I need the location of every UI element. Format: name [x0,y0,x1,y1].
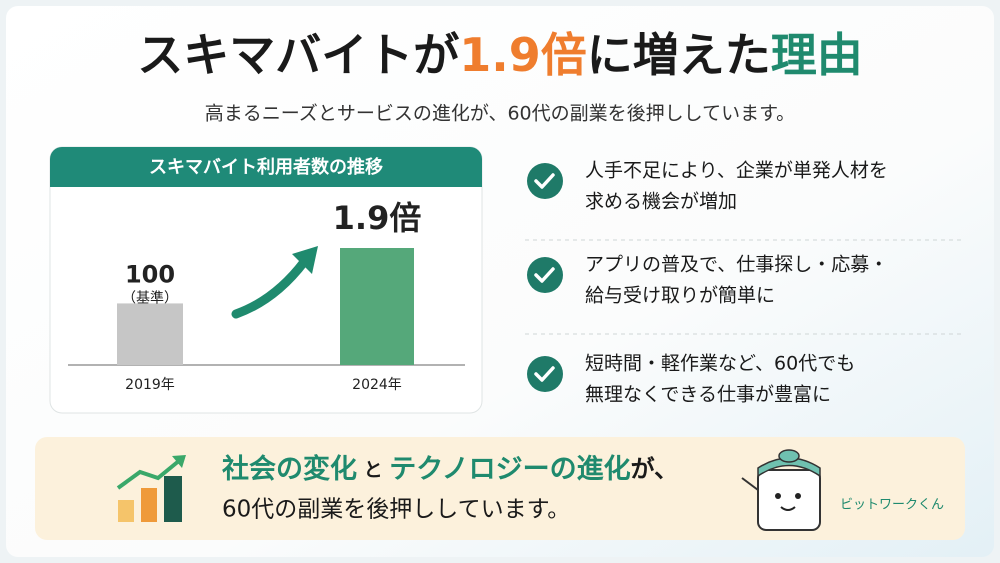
point-text: 無理なくできる仕事が豊富に [585,384,831,406]
growth-arrow-head [292,246,318,274]
bar [340,248,414,365]
point-text: 給与受け取りが簡単に [585,285,775,307]
icon-bar [118,500,134,522]
title-part: に増えた [587,28,771,82]
footer-part: テクノロジーの進化 [389,454,630,485]
title: スキマバイトが1.9倍に増えた理由 [137,28,863,82]
mascot-cap [757,457,821,478]
check-mark [534,267,555,283]
subtitle: 高まるニーズとサービスの進化が、60代の副業を後押ししています。 [205,103,795,125]
footer-line2: 60代の副業を後押ししています。 [222,497,570,523]
growth-arrow [231,257,309,319]
check-icon [527,257,563,293]
chart-title: スキマバイト利用者数の推移 [149,156,383,178]
icon-bar [164,476,182,522]
title-part: 理由 [771,28,863,82]
check-icon [527,163,563,199]
mascot-arm [741,477,759,491]
point-text: アプリの普及で、仕事探し・応募・ [585,254,888,276]
chart-header [50,147,482,187]
value-label: 1.9倍 [333,199,422,237]
icon-line [116,458,182,490]
chart-card: スキマバイト利用者数の推移 [49,146,483,414]
mascot [741,449,821,531]
icon-bar [141,488,157,522]
title-part: スキマバイトが [137,28,459,82]
footer-box [35,437,965,540]
check-mark [534,173,555,189]
mascot-name: ビットワークくん [840,498,944,513]
point-text: 人手不足により、企業が単発人材を [585,160,888,182]
point-text: 求める機会が増加 [585,191,737,213]
check-icon [527,356,563,392]
footer-part: 社会の変化 [222,453,357,485]
card-background [6,6,994,557]
mascot-body [757,469,821,531]
check-mark [534,366,555,382]
point-text: 短時間・軽作業など、60代でも [585,353,855,375]
x-label: 2024年 [352,377,402,393]
bar [117,303,183,365]
growth-icon [116,455,186,522]
baseline-note: （基準） [122,289,178,306]
title-part: 1.9倍 [459,28,587,82]
mascot-eye [775,493,781,499]
footer-line1: 社会の変化 と テクノロジーの進化が、 [222,453,678,485]
icon-arrow [172,455,186,468]
footer-part: が、 [631,455,679,483]
points-list: 人手不足により、企業が単発人材を求める機会が増加アプリの普及で、仕事探し・応募・… [525,160,965,406]
mascot-mouth [780,506,796,511]
chart: 2019年 100（基準） 2024年 1.9倍 [117,199,421,393]
mascot-eye [795,493,801,499]
x-label: 2019年 [125,377,175,393]
mascot-cap-top [778,449,800,463]
value-label: 100 [125,260,175,288]
footer-part: と [357,459,389,481]
